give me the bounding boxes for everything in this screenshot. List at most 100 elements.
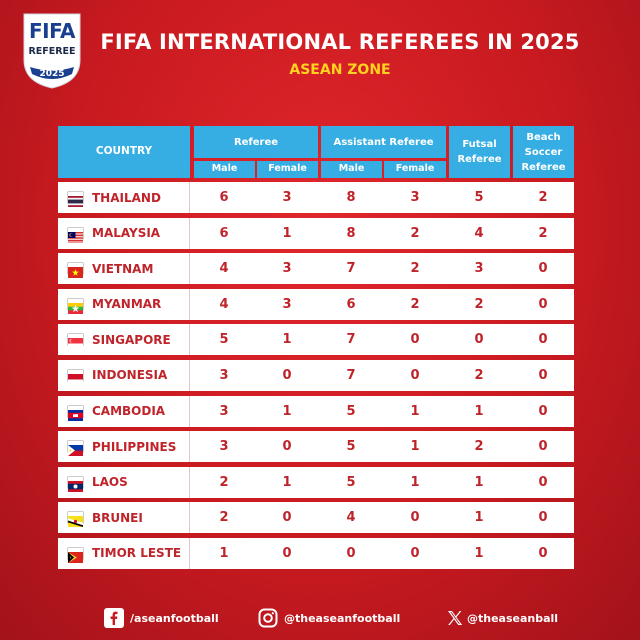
value-cell: 0	[410, 545, 420, 561]
social-footer: /aseanfootball @theaseanfootball @thease…	[0, 606, 640, 632]
country-cell: MALAYSIA	[58, 217, 190, 249]
value-cell: 1	[474, 510, 484, 526]
value-cell: 0	[474, 332, 484, 348]
x-handle: @theaseanball	[467, 611, 559, 625]
value-cell: 0	[538, 296, 548, 312]
value-cell: 1	[410, 474, 420, 490]
indonesia-flag-icon	[68, 370, 83, 385]
value-cell: 2	[474, 296, 484, 312]
cambodia-flag-icon	[68, 406, 83, 421]
value-cell: 3	[219, 439, 229, 455]
value-cell: 7	[346, 367, 356, 383]
vietnam-flag-icon	[68, 263, 83, 279]
value-cell: 1	[282, 332, 292, 348]
badge-brand: FIFA	[29, 19, 75, 43]
value-cell: 2	[410, 261, 420, 277]
value-cell: 5	[219, 332, 229, 348]
country-cell: CAMBODIA	[58, 395, 190, 427]
country-cell: LAOS	[58, 466, 190, 498]
header-assistant-male: Male	[321, 161, 382, 178]
table-row: CAMBODIA 3 1 5 1 1 0	[58, 395, 574, 427]
value-cell: 2	[538, 190, 548, 205]
value-cell: 4	[219, 296, 229, 312]
table-body: THAILAND 6 3 8 3 5 2 MALAYSIA 6 1 8 2 4 2 VIETNAM 4 3 7 2 3…	[58, 182, 574, 569]
facebook-icon	[104, 608, 124, 628]
thailand-flag-icon	[68, 192, 83, 207]
table-row: PHILIPPINES 3 0 5 1 2 0	[58, 431, 574, 463]
value-cell: 6	[219, 190, 229, 205]
table-row: VIETNAM 4 3 7 2 3 0	[58, 253, 574, 285]
header-assistant: Assistant Referee	[321, 126, 446, 158]
page-subtitle: ASEAN ZONE	[289, 62, 391, 78]
singapore-flag-icon	[68, 334, 83, 350]
header-assistant-female: Female	[384, 161, 446, 178]
timor-leste-flag-icon	[68, 548, 83, 563]
header-referee: Referee	[194, 126, 318, 158]
badge-label: REFEREE	[28, 46, 76, 57]
table-row: BRUNEI 2 0 4 0 1 0	[58, 502, 574, 534]
country-name: PHILIPPINES	[92, 439, 177, 454]
country-name: THAILAND	[92, 190, 161, 205]
country-name: MALAYSIA	[92, 226, 161, 241]
country-name: CAMBODIA	[92, 404, 166, 419]
country-name: LAOS	[92, 475, 128, 490]
header-referee-male: Male	[194, 161, 255, 178]
value-cell: 5	[474, 190, 484, 205]
value-cell: 1	[282, 474, 292, 490]
value-cell: 3	[474, 261, 484, 277]
shield-icon	[23, 13, 81, 89]
value-cell: 0	[282, 439, 292, 455]
x-link[interactable]: @theaseanball	[446, 606, 558, 630]
value-cell: 2	[474, 367, 484, 383]
malaysia-flag-icon	[68, 228, 83, 243]
country-name: BRUNEI	[92, 510, 143, 525]
value-cell: 0	[538, 332, 548, 348]
value-cell: 0	[282, 545, 292, 561]
instagram-link[interactable]: @theaseanfootball	[258, 606, 400, 630]
value-cell: 0	[410, 510, 420, 526]
value-cell: 0	[282, 367, 292, 383]
value-cell: 1	[282, 225, 292, 241]
table-row: INDONESIA 3 0 7 0 2 0	[58, 359, 574, 391]
country-name: MYANMAR	[92, 297, 162, 312]
facebook-link[interactable]: /aseanfootball	[104, 606, 219, 630]
country-cell: PHILIPPINES	[58, 431, 190, 463]
country-cell: INDONESIA	[58, 359, 190, 391]
value-cell: 4	[219, 261, 229, 277]
value-cell: 0	[538, 545, 548, 561]
facebook-handle: /aseanfootball	[130, 611, 219, 625]
value-cell: 1	[474, 545, 484, 561]
country-cell: VIETNAM	[58, 253, 190, 285]
value-cell: 0	[538, 474, 548, 490]
page-title: FIFA INTERNATIONAL REFEREES IN 2025	[100, 30, 580, 54]
table-row: TIMOR LESTE 1 0 0 0 1 0	[58, 537, 574, 569]
value-cell: 3	[282, 261, 292, 277]
value-cell: 0	[410, 332, 420, 348]
table-row: SINGAPORE 5 1 7 0 0 0	[58, 324, 574, 356]
header-referee-female: Female	[257, 161, 318, 178]
table-row: THAILAND 6 3 8 3 5 2	[58, 182, 574, 213]
value-cell: 1	[410, 439, 420, 455]
country-cell: TIMOR LESTE	[58, 537, 190, 569]
value-cell: 2	[219, 474, 229, 490]
table-row: MYANMAR 4 3 6 2 2 0	[58, 288, 574, 320]
table-header: COUNTRY Referee Male Female Assistant Re…	[58, 126, 574, 178]
x-icon	[448, 611, 463, 625]
value-cell: 3	[219, 403, 229, 419]
referee-table: COUNTRY Referee Male Female Assistant Re…	[58, 126, 574, 574]
value-cell: 7	[346, 261, 356, 277]
table-row: LAOS 2 1 5 1 1 0	[58, 466, 574, 498]
country-name: SINGAPORE	[92, 332, 171, 347]
country-name: INDONESIA	[92, 368, 168, 383]
instagram-icon	[258, 608, 278, 628]
value-cell: 0	[538, 439, 548, 455]
value-cell: 2	[410, 296, 420, 312]
country-cell: THAILAND	[58, 182, 190, 213]
value-cell: 0	[538, 403, 548, 419]
value-cell: 6	[219, 225, 229, 241]
value-cell: 8	[346, 190, 356, 205]
value-cell: 2	[538, 225, 548, 241]
country-name: VIETNAM	[92, 261, 154, 276]
value-cell: 1	[282, 403, 292, 419]
country-cell: SINGAPORE	[58, 324, 190, 356]
